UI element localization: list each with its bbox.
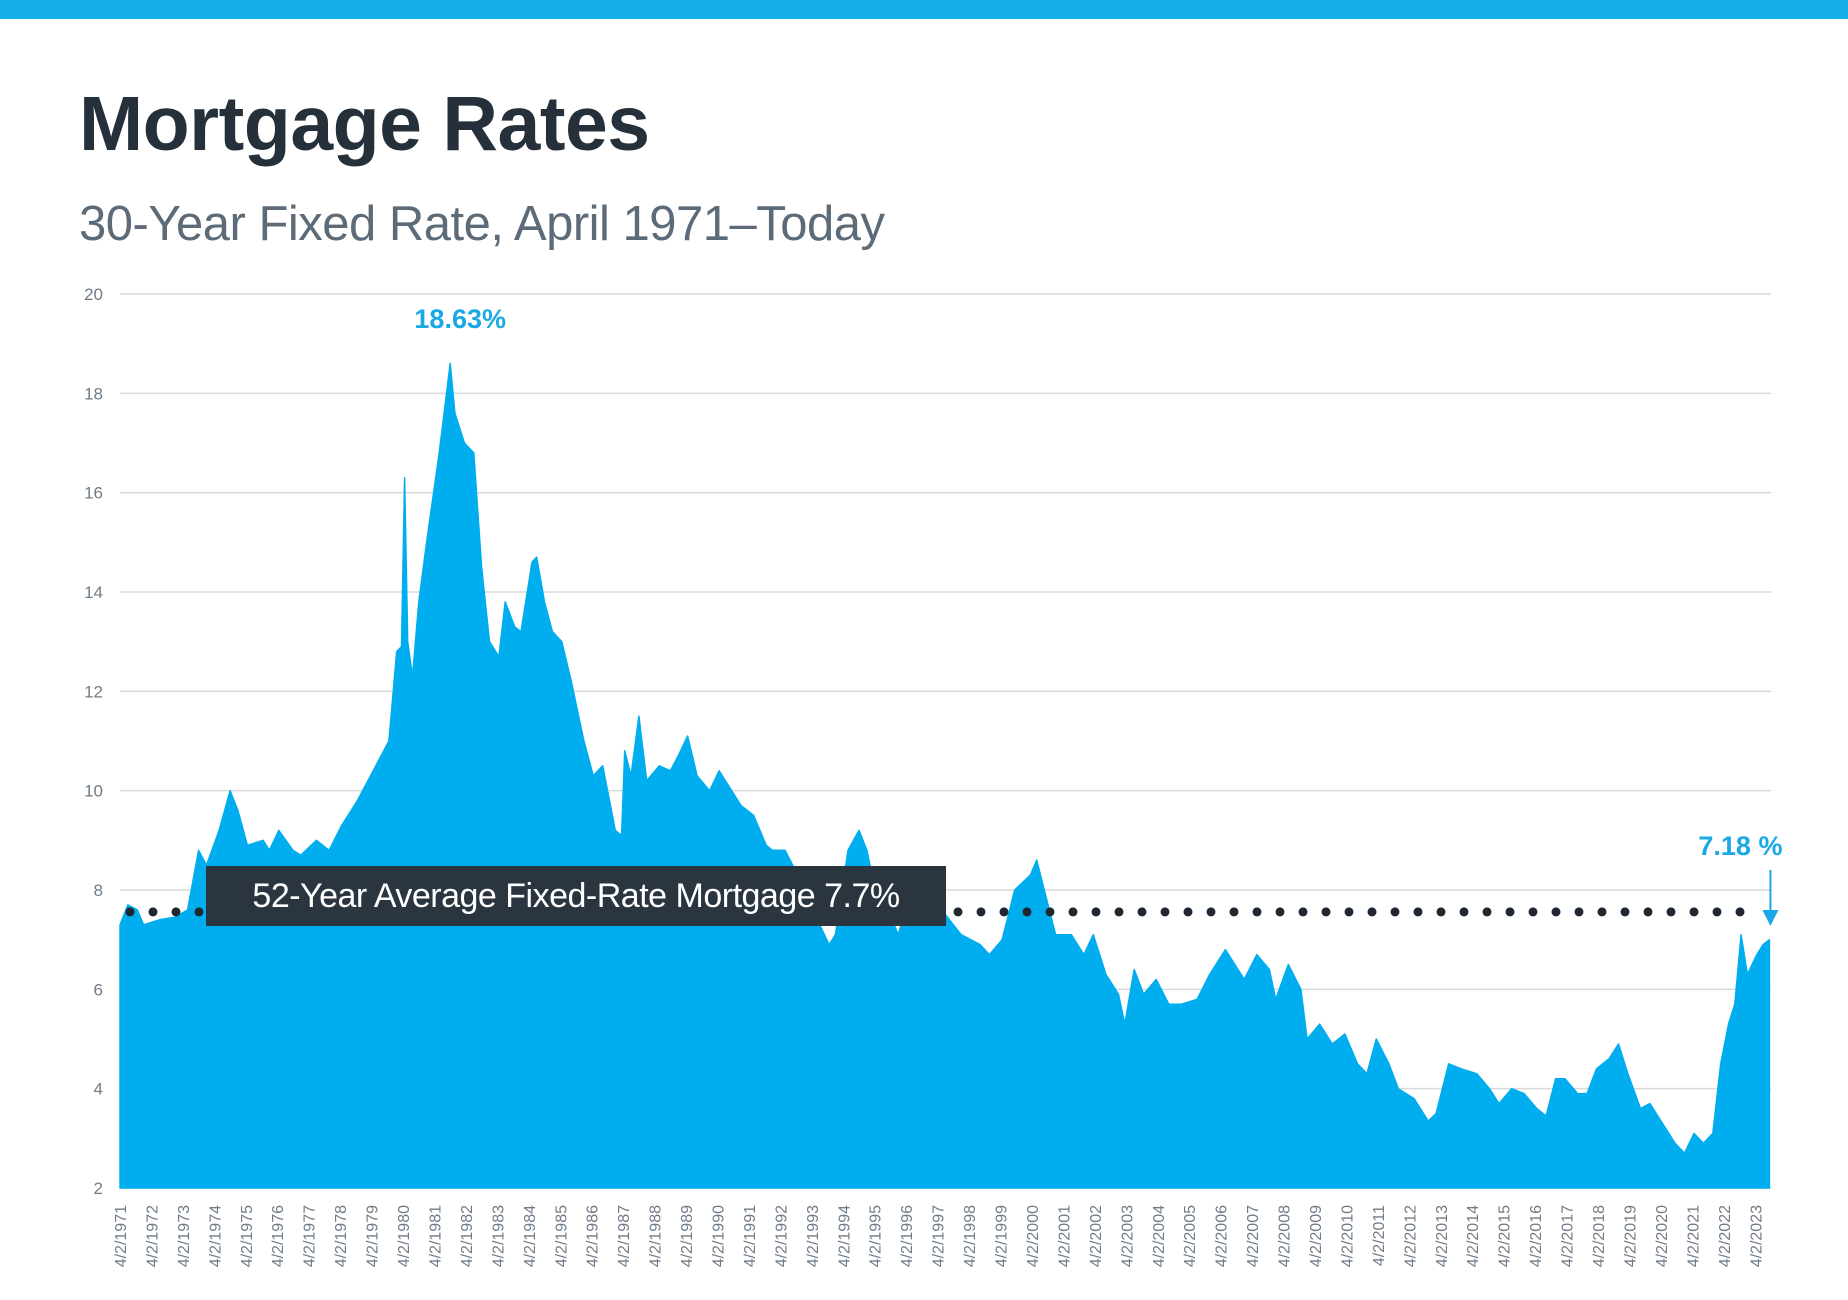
x-tick-label: 4/2/1992 [773,1205,790,1267]
x-tick-label: 4/2/2006 [1214,1205,1231,1267]
x-tick-label: 4/2/2021 [1685,1205,1702,1267]
x-tick-label: 4/2/2000 [1025,1205,1042,1267]
x-tick-label: 4/2/2005 [1182,1205,1199,1267]
x-tick-label: 4/2/2009 [1308,1205,1325,1267]
x-tick-label: 4/2/2002 [1088,1205,1105,1267]
x-tick-label: 4/2/1997 [931,1205,948,1267]
x-tick-label: 4/2/1985 [553,1205,570,1267]
average-rate-label: 52-Year Average Fixed-Rate Mortgage 7.7% [206,866,946,926]
x-tick-label: 4/2/2001 [1056,1205,1073,1267]
x-tick-label: 4/2/1989 [679,1205,696,1267]
arrow-down-icon [1762,910,1779,926]
x-tick-label: 4/2/2016 [1528,1205,1545,1267]
x-tick-label: 4/2/2023 [1748,1205,1765,1267]
x-tick-label: 4/2/1972 [144,1205,161,1267]
x-tick-label: 4/2/2017 [1560,1205,1577,1267]
x-tick-label: 4/2/1977 [302,1205,319,1267]
x-tick-label: 4/2/1979 [365,1205,382,1267]
x-tick-label: 4/2/2011 [1371,1205,1388,1266]
x-tick-label: 4/2/2010 [1340,1205,1357,1267]
x-tick-label: 4/2/1996 [899,1205,916,1267]
rate-area [119,362,1771,1189]
y-tick-label: 8 [94,881,103,900]
x-tick-label: 4/2/1984 [522,1205,539,1267]
x-tick-label: 4/2/1995 [868,1205,885,1267]
y-tick-label: 6 [94,980,103,999]
y-tick-label: 2 [94,1179,103,1198]
x-tick-label: 4/2/2012 [1402,1205,1419,1267]
x-tick-label: 4/2/1994 [836,1205,853,1267]
current-rate-annotation: 7.18 % [1698,831,1782,861]
x-tick-label: 4/2/1998 [962,1205,979,1267]
x-tick-label: 4/2/1971 [113,1205,130,1267]
x-tick-label: 4/2/2013 [1434,1205,1451,1267]
x-tick-label: 4/2/1993 [805,1205,822,1267]
x-tick-label: 4/2/2003 [1119,1205,1136,1267]
x-tick-label: 4/2/1999 [994,1205,1011,1267]
x-tick-label: 4/2/1981 [428,1205,445,1267]
x-tick-label: 4/2/2008 [1277,1205,1294,1267]
x-tick-label: 4/2/1980 [396,1205,413,1267]
chart-title: Mortgage Rates [79,81,650,167]
x-tick-label: 4/2/1978 [333,1205,350,1267]
x-tick-label: 4/2/2019 [1623,1205,1640,1267]
x-tick-label: 4/2/1991 [742,1205,759,1267]
x-tick-label: 4/2/1990 [711,1205,728,1267]
y-tick-label: 14 [84,583,103,602]
x-tick-label: 4/2/2004 [1151,1205,1168,1267]
y-tick-label: 10 [84,782,103,801]
y-tick-label: 20 [84,285,103,304]
x-tick-label: 4/2/1987 [616,1205,633,1267]
y-tick-label: 12 [84,682,103,701]
x-tick-label: 4/2/1982 [459,1205,476,1267]
y-tick-label: 4 [94,1080,103,1099]
y-tick-label: 18 [84,384,103,403]
x-tick-label: 4/2/1986 [585,1205,602,1267]
x-tick-label: 4/2/1973 [176,1205,193,1267]
x-tick-label: 4/2/2022 [1717,1205,1734,1267]
chart-subtitle: 30-Year Fixed Rate, April 1971–Today [79,197,885,251]
x-tick-label: 4/2/2018 [1591,1205,1608,1267]
x-tick-label: 4/2/1976 [270,1205,287,1267]
y-tick-label: 16 [84,484,103,503]
x-tick-label: 4/2/1975 [239,1205,256,1267]
x-tick-label: 4/2/2015 [1497,1205,1514,1267]
x-tick-label: 4/2/1983 [490,1205,507,1267]
top-accent-bar [0,0,1848,19]
peak-rate-annotation: 18.63% [414,304,506,334]
x-tick-label: 4/2/1974 [207,1205,224,1267]
x-tick-label: 4/2/1988 [648,1205,665,1267]
x-tick-label: 4/2/2020 [1654,1205,1671,1267]
x-tick-label: 4/2/2014 [1465,1205,1482,1267]
x-tick-label: 4/2/2007 [1245,1205,1262,1267]
